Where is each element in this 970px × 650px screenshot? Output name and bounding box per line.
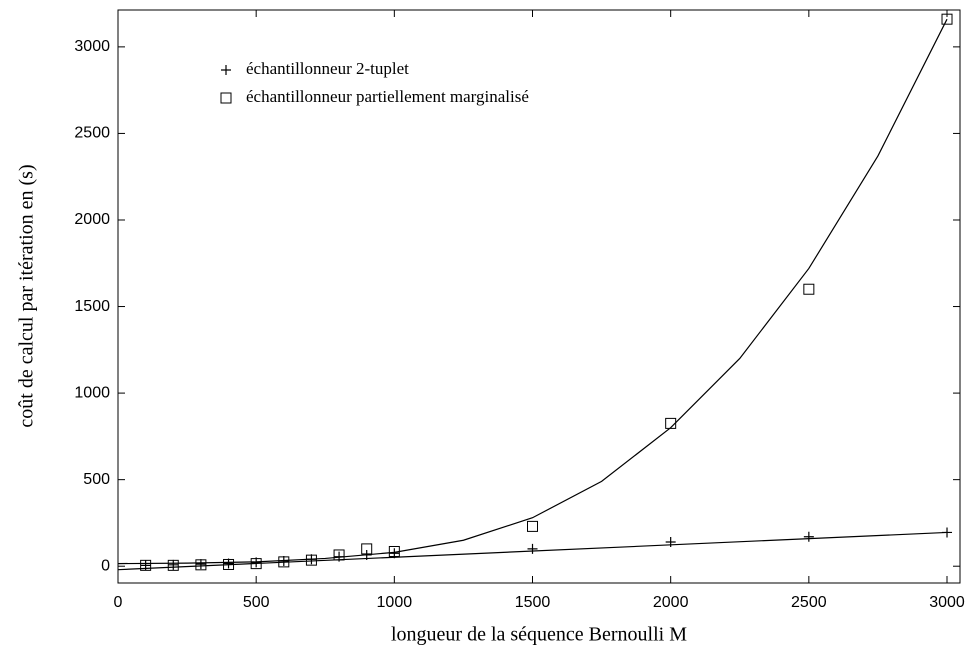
- plus-marker: [527, 543, 538, 554]
- legend-marker: [221, 65, 231, 75]
- x-tick-label: 1500: [515, 594, 551, 611]
- plus-marker: [361, 549, 372, 560]
- x-tick-label: 2000: [653, 594, 689, 611]
- y-tick-label: 500: [83, 471, 110, 488]
- fit-line: [117, 18, 948, 565]
- y-tick-label: 1000: [74, 384, 110, 401]
- x-tick-label: 500: [243, 594, 270, 611]
- y-axis-label: coût de calcul par itération en (s): [16, 164, 38, 427]
- plus-marker: [223, 558, 234, 569]
- x-tick-label: 3000: [929, 594, 965, 611]
- plus-marker: [942, 527, 953, 538]
- legend-marker: [220, 92, 232, 104]
- plus-marker: [278, 556, 289, 567]
- plus-marker: [168, 559, 179, 570]
- y-tick-label: 2000: [74, 211, 110, 228]
- plot-frame: [117, 9, 961, 584]
- y-tick-label: 0: [101, 557, 110, 574]
- y-tick-label: 3000: [74, 38, 110, 55]
- y-tick-label: 2500: [74, 125, 110, 142]
- square-marker: [803, 283, 815, 295]
- square-marker: [195, 559, 207, 571]
- y-tick-label: 1500: [74, 298, 110, 315]
- plus-marker: [140, 560, 151, 571]
- plus-marker: [803, 531, 814, 542]
- x-tick-label: 2500: [791, 594, 827, 611]
- square-marker: [140, 559, 152, 571]
- x-tick-label: 0: [114, 594, 123, 611]
- square-marker: [941, 13, 953, 25]
- square-marker: [333, 549, 345, 561]
- x-axis-label: longueur de la séquence Bernoulli M: [391, 624, 687, 646]
- legend-label: échantillonneur partiellement marginalis…: [246, 87, 529, 106]
- square-marker: [361, 543, 373, 555]
- x-tick-label: 1000: [377, 594, 413, 611]
- square-marker: [305, 554, 317, 566]
- square-marker: [167, 559, 179, 571]
- legend-label: échantillonneur 2-tuplet: [246, 59, 409, 78]
- square-marker: [223, 558, 235, 570]
- plus-marker: [306, 554, 317, 565]
- plus-marker: [195, 559, 206, 570]
- square-marker: [250, 558, 262, 570]
- square-marker: [527, 520, 539, 532]
- square-marker: [278, 556, 290, 568]
- square-marker: [665, 417, 677, 429]
- square-marker: [388, 545, 400, 557]
- plus-marker: [665, 536, 676, 547]
